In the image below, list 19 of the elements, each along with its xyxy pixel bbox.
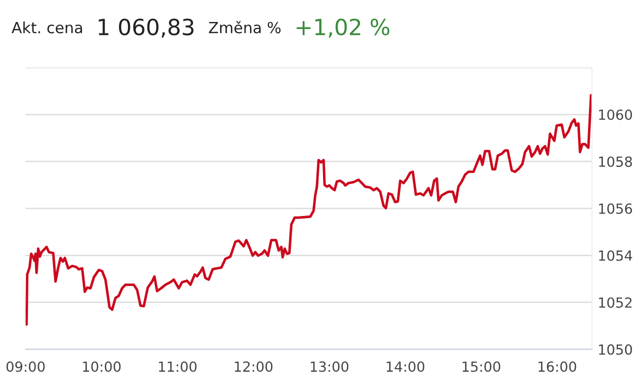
y-tick-label: 1054 xyxy=(599,250,632,261)
y-tick-label: 1058 xyxy=(599,156,632,167)
y-tick-label: 1052 xyxy=(599,297,632,308)
text: Akt. cena xyxy=(12,22,82,34)
text: +1,02 % xyxy=(296,18,390,38)
x-tick-label: 15:00 xyxy=(462,361,500,372)
x-tick-label: 13:00 xyxy=(310,361,348,372)
y-tick-label: 1050 xyxy=(599,344,632,355)
text: 1 060,83 xyxy=(98,18,194,38)
x-tick-label: 12:00 xyxy=(234,361,272,372)
text: Změna % xyxy=(208,20,281,34)
x-tick-label: 16:00 xyxy=(538,361,576,372)
y-tick-label: 1056 xyxy=(599,203,632,214)
x-tick-label: 14:00 xyxy=(386,361,424,372)
x-tick-label: 10:00 xyxy=(83,361,121,372)
y-tick-label: 1060 xyxy=(599,109,632,120)
x-tick-label: 09:00 xyxy=(6,361,45,372)
x-tick-label: 11:00 xyxy=(158,361,197,372)
line-series xyxy=(26,94,592,326)
